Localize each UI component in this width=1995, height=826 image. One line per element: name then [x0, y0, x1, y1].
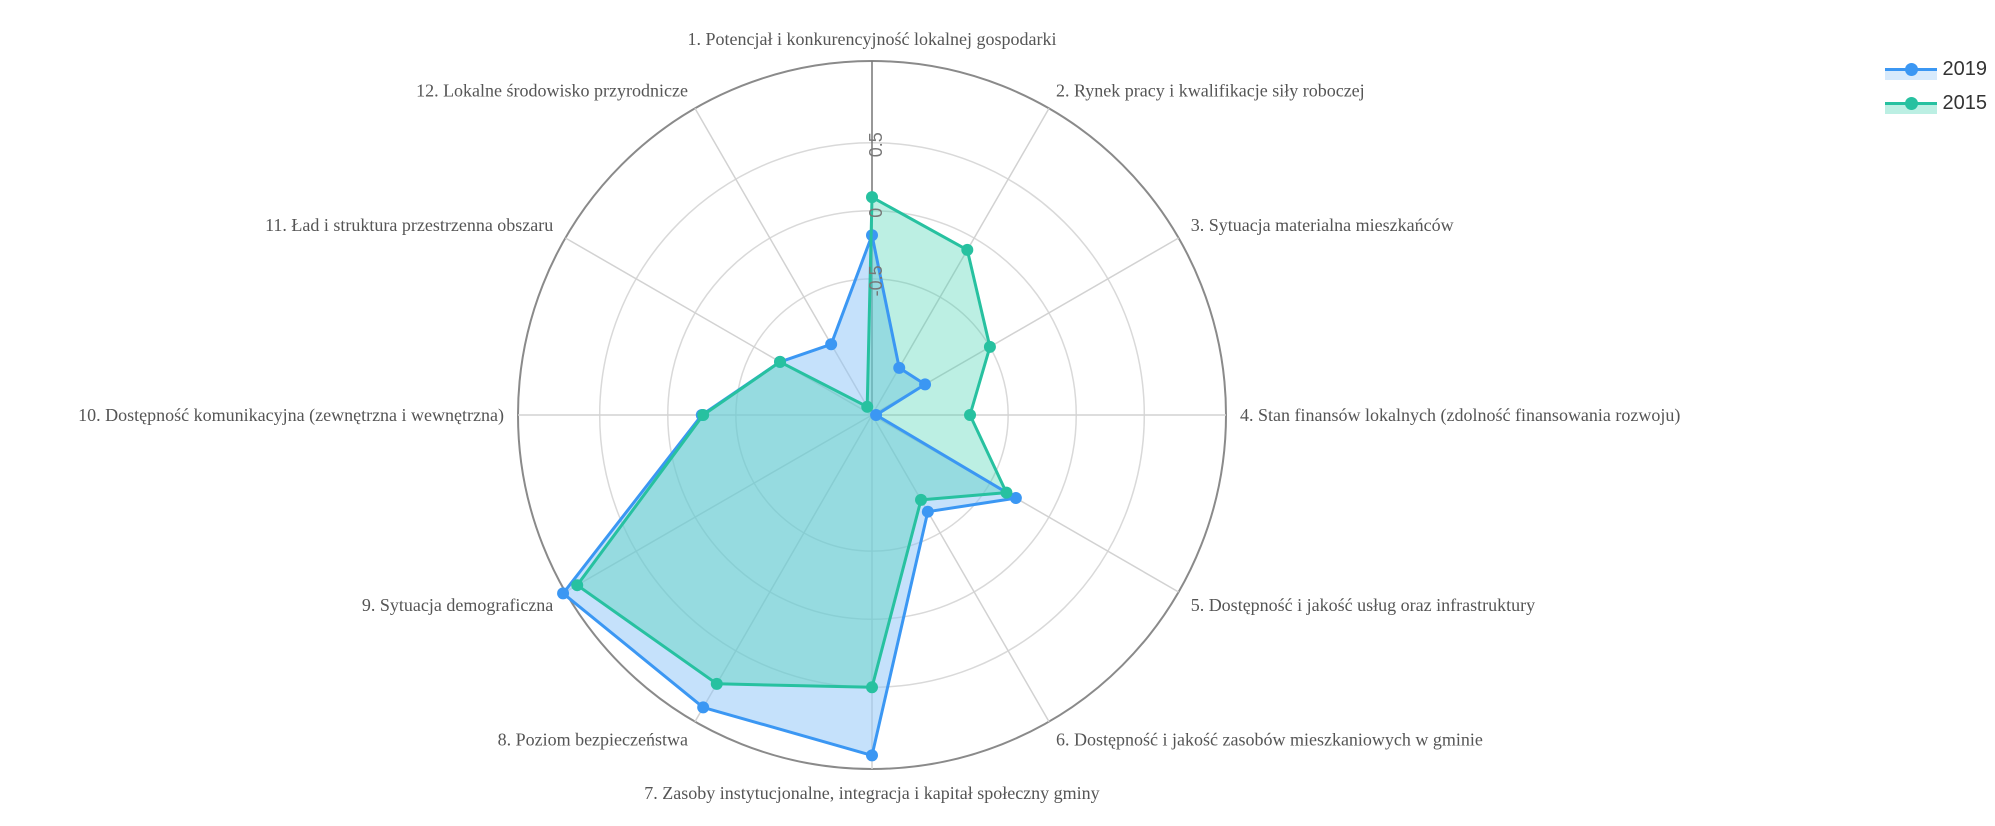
point-2019-12[interactable]	[825, 338, 838, 351]
axis-label-11: 11. Ład i struktura przestrzenna obszaru	[265, 215, 553, 235]
axis-label-9: 9. Sytuacja demograficzna	[362, 595, 553, 615]
series-area-2019	[563, 235, 1016, 756]
radar-ticks: -0.5 0 0.5	[866, 132, 886, 296]
chart-legend: 2019 2015	[1884, 52, 1988, 120]
point-2019-6[interactable]	[921, 505, 934, 518]
point-2015-6[interactable]	[915, 493, 928, 506]
axis-label-7: 7. Zasoby instytucjonalne, integracja i …	[644, 783, 1099, 803]
axis-label-5: 5. Dostępność i jakość usług oraz infras…	[1191, 595, 1535, 615]
point-2015-9[interactable]	[571, 579, 584, 592]
tick-label-1: 0	[866, 208, 886, 218]
point-2019-9[interactable]	[557, 587, 570, 600]
tick-label-2: 0.5	[866, 132, 886, 157]
point-2019-3[interactable]	[919, 378, 932, 391]
point-2015-12[interactable]	[861, 400, 874, 413]
axis-label-12: 12. Lokalne środowisko przyrodnicze	[416, 80, 688, 100]
radar-series	[557, 191, 1022, 762]
legend-swatch-icon	[1884, 92, 1937, 114]
point-2015-4[interactable]	[964, 409, 977, 421]
point-2019-2[interactable]	[893, 361, 906, 374]
axis-label-8: 8. Poziom bezpieczeństwa	[498, 730, 688, 750]
axis-label-2: 2. Rynek pracy i kwalifikacje siły roboc…	[1056, 80, 1365, 100]
tick-label-0: -0.5	[866, 265, 886, 296]
point-2019-8[interactable]	[697, 701, 710, 714]
point-2015-2[interactable]	[961, 243, 974, 256]
axis-label-3: 3. Sytuacja materialna mieszkańców	[1191, 215, 1454, 235]
point-2015-7[interactable]	[866, 681, 878, 694]
legend-label: 2015	[1942, 91, 1988, 114]
point-2015-1[interactable]	[866, 191, 878, 204]
radar-axis-labels: 1. Potencjał i konkurencyjność lokalnej …	[78, 29, 1680, 803]
axis-label-1: 1. Potencjał i konkurencyjność lokalnej …	[688, 29, 1057, 49]
axis-label-4: 4. Stan finansów lokalnych (zdolność fin…	[1240, 405, 1680, 426]
point-2015-8[interactable]	[710, 677, 723, 690]
series-area-2015	[577, 197, 1007, 688]
point-2015-11[interactable]	[774, 355, 787, 368]
point-2015-3[interactable]	[983, 340, 996, 353]
axis-label-6: 6. Dostępność i jakość zasobów mieszkani…	[1056, 730, 1483, 750]
point-2019-7[interactable]	[866, 749, 878, 762]
legend-label: 2019	[1942, 57, 1988, 80]
axis-label-10: 10. Dostępność komunikacyjna (zewnętrzna…	[78, 405, 504, 426]
legend-item-2019[interactable]: 2019	[1884, 52, 1988, 86]
point-2015-10[interactable]	[697, 409, 710, 421]
legend-item-2015[interactable]: 2015	[1884, 86, 1988, 120]
point-2015-5[interactable]	[1000, 486, 1013, 499]
legend-swatch-icon	[1884, 58, 1937, 80]
point-2019-4[interactable]	[870, 409, 883, 421]
point-2019-5[interactable]	[1009, 492, 1022, 505]
